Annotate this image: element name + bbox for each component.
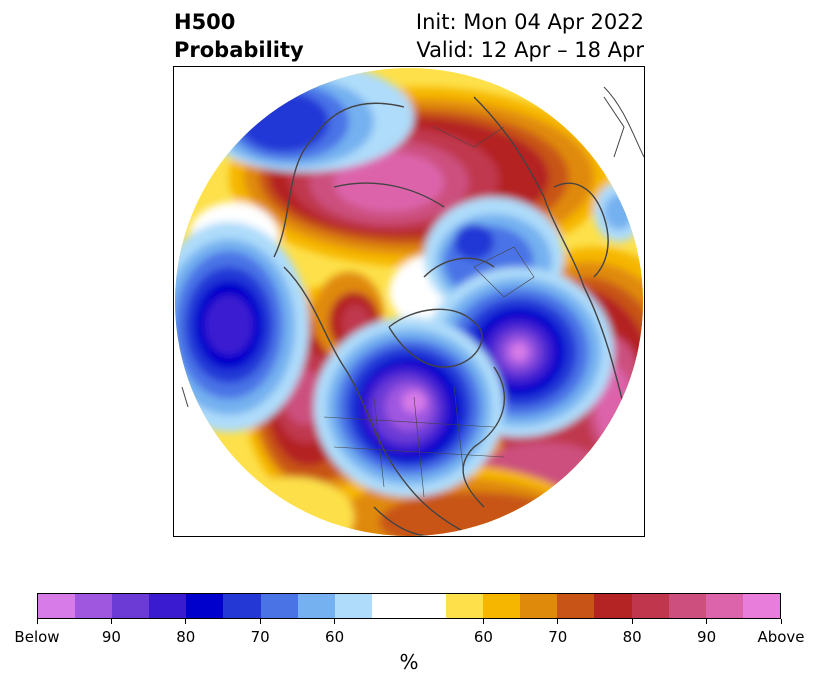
colorbar-swatch: [557, 594, 595, 618]
init-time: Init: Mon 04 Apr 2022: [415, 10, 644, 34]
colorbar-tick-label: 60: [325, 628, 345, 646]
colorbar-tick-label: 70: [250, 628, 270, 646]
colorbar-swatch: [149, 594, 187, 618]
colorbar-tick: [36, 619, 38, 624]
colorbar-tick: [185, 619, 187, 624]
title-product: Probability: [174, 38, 304, 62]
colorbar: [37, 593, 781, 619]
colorbar-swatch: [446, 594, 484, 618]
colorbar-tick-label: 90: [697, 628, 717, 646]
colorbar-tick: [334, 619, 336, 624]
outer-coastlines: [181, 86, 644, 408]
title-left: H500 Probability: [174, 8, 304, 64]
coastlines: [273, 96, 625, 536]
colorbar-units: %: [399, 650, 419, 674]
valid-period: Valid: 12 Apr – 18 Apr: [416, 38, 644, 62]
colorbar-swatch: [705, 594, 743, 618]
colorbar-swatch: [371, 594, 409, 618]
colorbar-tick: [631, 619, 633, 624]
colorbar-swatch: [334, 594, 372, 618]
colorbar-swatch: [260, 594, 298, 618]
colorbar-tick-label: 60: [473, 628, 493, 646]
colorbar-swatch: [408, 594, 447, 618]
colorbar-tick: [482, 619, 484, 624]
colorbar-swatch: [631, 594, 669, 618]
colorbar-swatch: [520, 594, 558, 618]
colorbar-tick-label: 90: [101, 628, 121, 646]
north-pacific-low: [175, 222, 309, 432]
probability-field: [175, 68, 643, 536]
colorbar-tick-label: 80: [176, 628, 196, 646]
colorbar-tick: [780, 619, 782, 624]
colorbar-swatch: [112, 594, 150, 618]
colorbar-tick-label: 80: [622, 628, 642, 646]
colorbar-tick: [706, 619, 708, 624]
colorbar-tick: [110, 619, 112, 624]
colorbar-tick-label: 70: [548, 628, 568, 646]
borders: [323, 126, 535, 498]
colorbar-swatch: [742, 594, 780, 618]
central-north-america-low: [314, 317, 504, 497]
title-right: Init: Mon 04 Apr 2022 Valid: 12 Apr – 18…: [416, 8, 644, 64]
colorbar-tick-label: Above: [757, 628, 805, 646]
colorbar-tick: [259, 619, 261, 624]
colorbar-swatch: [594, 594, 632, 618]
alaska-chukotka-low: [194, 68, 414, 172]
map-canvas: [175, 68, 644, 536]
colorbar-swatch: [186, 594, 224, 618]
colorbar-swatch: [668, 594, 706, 618]
colorbar-swatch: [297, 594, 335, 618]
colorbar-swatch: [483, 594, 521, 618]
polar-map: [173, 66, 645, 537]
colorbar-swatch: [38, 594, 76, 618]
colorbar-swatch: [75, 594, 113, 618]
colorbar-tick: [557, 619, 559, 624]
title-variable: H500: [174, 10, 236, 34]
colorbar-tick-label: Below: [14, 628, 60, 646]
colorbar-swatch: [223, 594, 261, 618]
